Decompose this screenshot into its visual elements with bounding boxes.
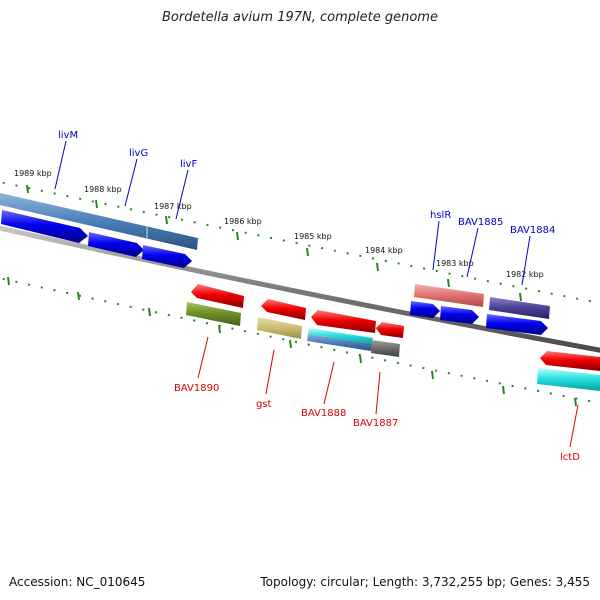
gene-label-hslR[interactable]: hslR	[430, 210, 451, 221]
accession-text: Accession: NC_010645	[9, 575, 146, 589]
reverse-gene-bars	[186, 302, 600, 391]
gene-label-gst[interactable]: gst	[256, 399, 272, 410]
gene-label-BAV1888[interactable]: BAV1888	[301, 408, 346, 419]
reverse-label-leaders	[197, 336, 579, 448]
cds-arrow	[410, 301, 440, 318]
forward-cds-arrows[interactable]	[1, 210, 548, 335]
gene-label-lctD[interactable]: lctD	[560, 452, 580, 463]
scale-label: 1985 kbp	[294, 232, 332, 241]
cds-arrow	[486, 314, 548, 335]
scale-label: 1983 kbp	[436, 259, 474, 268]
major-ticks-upper	[26, 184, 522, 302]
scale-label: 1982 kbp	[506, 270, 544, 279]
cds-arrow	[376, 322, 404, 338]
gene-label-BAV1884[interactable]: BAV1884	[510, 225, 555, 236]
scale-label: 1989 kbp	[14, 169, 52, 178]
reverse-cds-arrows[interactable]	[191, 284, 600, 371]
gene-label-BAV1887[interactable]: BAV1887	[353, 418, 398, 429]
forward-gene-bars	[0, 193, 550, 319]
cds-arrow	[261, 299, 306, 320]
cds-arrow	[311, 310, 376, 333]
cds-arrow	[191, 284, 244, 308]
scale-label: 1986 kbp	[224, 217, 262, 226]
gene-label-livM[interactable]: livM	[58, 130, 78, 141]
forward-label-leaders	[54, 140, 531, 286]
major-ticks-lower	[7, 276, 577, 407]
topology-text: Topology: circular; Length: 3,732,255 bp…	[260, 575, 590, 589]
map-title: Bordetella avium 197N, complete genome	[162, 10, 438, 25]
scale-label: 1984 kbp	[365, 246, 403, 255]
gene-label-livF[interactable]: livF	[180, 159, 197, 170]
cds-arrow	[88, 232, 144, 257]
gene-label-BAV1890[interactable]: BAV1890	[174, 383, 219, 394]
scale-label: 1987 kbp	[154, 202, 192, 211]
genome-backbone	[0, 225, 600, 353]
gene-label-livG[interactable]: livG	[129, 148, 148, 159]
cds-arrow	[1, 210, 88, 243]
cds-arrow	[540, 351, 600, 371]
scale-label: 1988 kbp	[84, 185, 122, 194]
cds-arrow	[440, 306, 479, 324]
scale-track-lower	[0, 277, 600, 405]
cds-arrow	[142, 245, 192, 268]
gene-label-BAV1885[interactable]: BAV1885	[458, 217, 503, 228]
